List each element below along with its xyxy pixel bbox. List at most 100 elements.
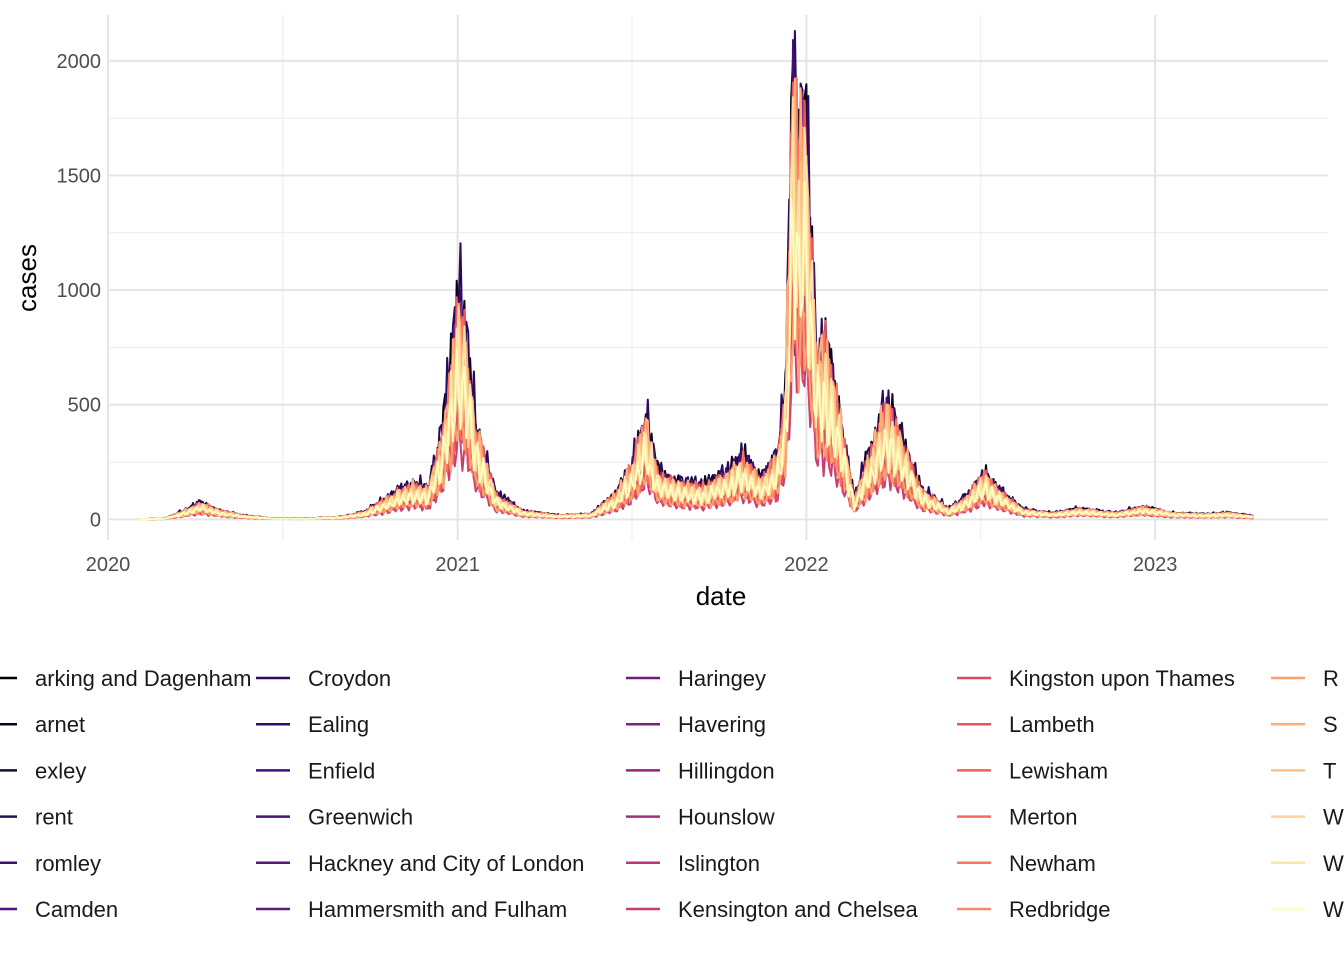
legend-item: Newham bbox=[957, 851, 1096, 876]
grid-minor bbox=[108, 15, 1328, 540]
legend-item: Hammersmith and Fulham bbox=[256, 897, 567, 922]
legend-label: exley bbox=[35, 758, 86, 783]
series-line bbox=[137, 118, 1254, 521]
legend-item: Haringey bbox=[626, 666, 766, 691]
legend-label: W bbox=[1323, 805, 1344, 830]
legend-label: Havering bbox=[678, 712, 766, 737]
legend-item: Hounslow bbox=[626, 805, 775, 830]
legend-item: Kingston upon Thames bbox=[957, 666, 1235, 691]
legend-label: Kensington and Chelsea bbox=[678, 897, 918, 922]
legend-label: arking and Dagenham bbox=[35, 666, 251, 691]
legend-label: Hammersmith and Fulham bbox=[308, 897, 567, 922]
legend-label: Hounslow bbox=[678, 805, 775, 830]
legend-label: Newham bbox=[1009, 851, 1096, 876]
legend-label: rent bbox=[35, 805, 73, 830]
legend-label: T bbox=[1323, 758, 1336, 783]
y-axis-tick-labels: 0 500 1000 1500 2000 bbox=[57, 51, 102, 532]
legend-item: Islington bbox=[626, 851, 760, 876]
series-line bbox=[137, 53, 1254, 521]
legend-item: rent bbox=[0, 805, 73, 830]
series-line bbox=[137, 175, 1254, 521]
legend-item: S bbox=[1271, 712, 1338, 737]
legend: arking and Dagenham arnet exley rent romley C… bbox=[0, 666, 1344, 922]
series-line bbox=[137, 30, 1254, 521]
legend-item: Camden bbox=[0, 897, 118, 922]
grid-major bbox=[107, 15, 1328, 540]
legend-item: Ealing bbox=[256, 712, 369, 737]
legend-label: Lambeth bbox=[1009, 712, 1095, 737]
legend-label: romley bbox=[35, 851, 101, 876]
legend-item: Enfield bbox=[256, 758, 375, 783]
legend-item: arnet bbox=[0, 712, 85, 737]
series-line bbox=[137, 181, 1254, 521]
legend-item: Redbridge bbox=[957, 897, 1111, 922]
legend-label: Hillingdon bbox=[678, 758, 775, 783]
series-line bbox=[137, 77, 1254, 521]
legend-label: Islington bbox=[678, 851, 760, 876]
legend-item: Greenwich bbox=[256, 805, 413, 830]
series-line bbox=[137, 127, 1254, 521]
series-line bbox=[137, 91, 1255, 521]
legend-label: Croydon bbox=[308, 666, 391, 691]
legend-item: Hillingdon bbox=[626, 758, 775, 783]
legend-item: Lewisham bbox=[957, 758, 1108, 783]
legend-label: Merton bbox=[1009, 805, 1077, 830]
series-line bbox=[137, 96, 1255, 521]
series-line bbox=[137, 90, 1254, 521]
legend-label: Hackney and City of London bbox=[308, 851, 584, 876]
legend-item: W bbox=[1271, 897, 1344, 922]
y-tick-label: 0 bbox=[90, 509, 101, 531]
series-line bbox=[137, 117, 1255, 521]
legend-label: S bbox=[1323, 712, 1338, 737]
legend-label: Kingston upon Thames bbox=[1009, 666, 1235, 691]
series-line bbox=[137, 77, 1255, 521]
series-line bbox=[137, 129, 1254, 521]
legend-item: arking and Dagenham bbox=[0, 666, 251, 691]
series-line bbox=[137, 197, 1255, 521]
series-line bbox=[137, 91, 1255, 521]
y-tick-label: 1500 bbox=[57, 165, 102, 187]
series-line bbox=[137, 146, 1254, 521]
legend-item: romley bbox=[0, 851, 101, 876]
legend-item: W bbox=[1271, 851, 1344, 876]
legend-item: R bbox=[1271, 666, 1339, 691]
series-line bbox=[137, 39, 1254, 521]
x-tick-label: 2023 bbox=[1133, 554, 1178, 576]
legend-item: Havering bbox=[626, 712, 766, 737]
legend-label: Redbridge bbox=[1009, 897, 1111, 922]
legend-label: W bbox=[1323, 851, 1344, 876]
x-tick-label: 2022 bbox=[784, 554, 829, 576]
legend-label: Greenwich bbox=[308, 805, 413, 830]
series-lines bbox=[137, 30, 1255, 521]
x-axis-title: date bbox=[696, 581, 747, 611]
y-axis-title: cases bbox=[12, 244, 42, 312]
legend-label: Lewisham bbox=[1009, 758, 1108, 783]
legend-item: Croydon bbox=[256, 666, 391, 691]
y-tick-label: 2000 bbox=[57, 51, 102, 73]
legend-label: Camden bbox=[35, 897, 118, 922]
legend-label: R bbox=[1323, 666, 1339, 691]
series-line bbox=[137, 128, 1254, 521]
y-tick-label: 1000 bbox=[57, 280, 102, 302]
x-axis-tick-labels: 2020 2021 2022 2023 bbox=[86, 554, 1178, 576]
x-tick-label: 2020 bbox=[86, 554, 131, 576]
legend-item: exley bbox=[0, 758, 86, 783]
legend-item: Hackney and City of London bbox=[256, 851, 584, 876]
legend-label: Enfield bbox=[308, 758, 375, 783]
series-line bbox=[137, 81, 1254, 521]
legend-label: W bbox=[1323, 897, 1344, 922]
legend-label: arnet bbox=[35, 712, 85, 737]
legend-label: Haringey bbox=[678, 666, 766, 691]
legend-item: Kensington and Chelsea bbox=[626, 897, 918, 922]
x-tick-label: 2021 bbox=[435, 554, 480, 576]
y-tick-label: 500 bbox=[68, 395, 101, 417]
legend-item: Merton bbox=[957, 805, 1077, 830]
legend-item: T bbox=[1271, 758, 1336, 783]
series-line bbox=[137, 155, 1254, 521]
legend-item: Lambeth bbox=[957, 712, 1095, 737]
series-line bbox=[137, 186, 1254, 521]
legend-label: Ealing bbox=[308, 712, 369, 737]
series-line bbox=[137, 145, 1255, 521]
legend-item: W bbox=[1271, 805, 1344, 830]
